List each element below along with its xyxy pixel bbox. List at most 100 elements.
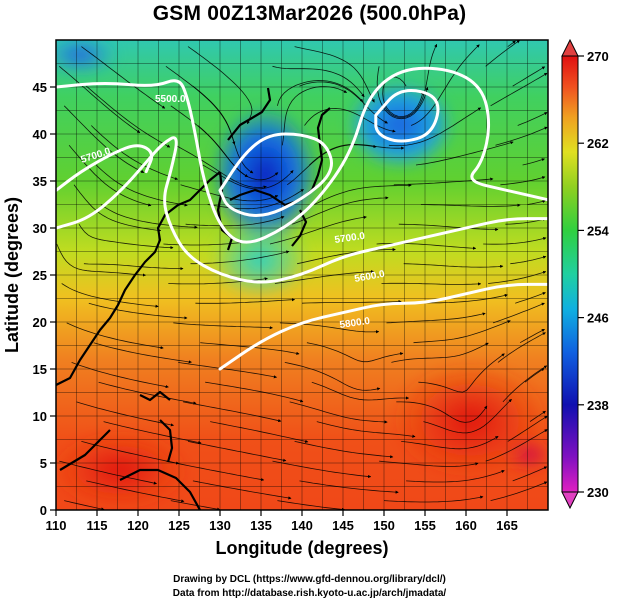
streamline	[190, 250, 290, 265]
colorbar-max-arrow	[561, 38, 579, 57]
x-axis: 110 115 120 125 130 135 140 145 150 155 160 165	[46, 510, 518, 533]
streamline	[406, 470, 505, 483]
contour-label: 5600.0	[354, 269, 386, 285]
streamline	[59, 460, 158, 485]
x-tick-label: 115	[87, 518, 108, 533]
streamline	[170, 105, 249, 178]
x-tick-label: 130	[209, 518, 231, 533]
streamline	[495, 126, 548, 146]
streamline	[98, 381, 197, 405]
y-tick-label: 0	[40, 503, 47, 518]
streamline	[289, 401, 388, 424]
streamline	[205, 381, 304, 403]
streamline	[178, 362, 278, 379]
streamline	[401, 436, 499, 450]
streamline	[483, 236, 547, 245]
y-tick-label: 40	[33, 127, 47, 142]
streamline	[185, 215, 285, 227]
streamline	[517, 112, 548, 126]
streamline	[187, 46, 253, 125]
colorbar-tick-label: 270	[587, 49, 609, 64]
streamline	[383, 495, 484, 503]
contour-line	[56, 144, 154, 192]
streamline	[165, 65, 236, 145]
contour-label: 5500.0	[155, 94, 186, 105]
streamline	[100, 204, 198, 229]
y-tick-label: 5	[40, 456, 47, 471]
streamline	[73, 184, 162, 232]
streamline	[91, 125, 179, 180]
streamline	[277, 500, 346, 510]
streamline	[299, 480, 399, 494]
x-tick-label: 155	[414, 518, 436, 533]
streamline	[187, 441, 287, 462]
streamline	[81, 46, 166, 109]
streamline	[398, 223, 499, 232]
height-contours	[56, 66, 548, 371]
streamline	[410, 44, 480, 126]
streamline	[170, 500, 221, 510]
streamline	[83, 263, 184, 271]
streamline	[59, 65, 141, 134]
y-tick-label: 30	[33, 221, 47, 236]
streamline	[524, 368, 545, 383]
streamline	[297, 247, 396, 265]
streamline	[272, 460, 372, 479]
streamline	[418, 353, 505, 393]
streamline	[490, 481, 548, 501]
contour-label: 5800.0	[339, 316, 371, 331]
streamline	[192, 480, 292, 500]
streamline	[500, 176, 546, 186]
streamline	[183, 401, 282, 423]
streamline	[393, 177, 494, 186]
streamline	[420, 203, 521, 207]
streamline	[485, 40, 520, 67]
x-tick-label: 120	[127, 518, 149, 533]
streamline	[527, 199, 546, 205]
streamline	[507, 415, 548, 442]
x-tick-label: 135	[250, 518, 272, 533]
streamline	[311, 381, 410, 401]
streamline	[68, 145, 152, 207]
colorbar-tick-label: 246	[587, 311, 609, 326]
streamline	[497, 332, 546, 363]
streamline	[301, 300, 402, 304]
y-axis-label: Latitude (degrees)	[2, 197, 22, 353]
streamline	[415, 141, 514, 166]
streamline	[274, 270, 375, 284]
streamline	[379, 460, 479, 467]
credit-drawing: Drawing by DCL (https://www.gfd-dennou.o…	[173, 574, 446, 585]
y-axis: 0 5 10 15 20 25 30 35 40 45	[33, 80, 56, 518]
streamline	[294, 441, 394, 459]
streamline	[63, 105, 145, 173]
streamline	[284, 362, 381, 391]
credit-data: Data from http://database.rish.kyoto-u.a…	[172, 588, 447, 599]
colorbar-tick-label: 238	[587, 398, 609, 413]
contour-line	[374, 89, 440, 143]
y-tick-label: 45	[33, 80, 47, 95]
streamline	[529, 410, 546, 422]
streamline	[381, 282, 482, 286]
streamline	[76, 401, 175, 427]
streamline	[195, 298, 296, 304]
streamline	[103, 421, 202, 445]
streamline	[71, 362, 169, 389]
streamline	[512, 466, 548, 482]
streamline	[292, 196, 389, 225]
x-tick-label: 160	[455, 518, 477, 533]
y-tick-label: 35	[33, 174, 47, 189]
streamline	[81, 441, 180, 465]
streamline	[515, 292, 546, 304]
contour-line	[218, 132, 333, 217]
streamline	[423, 398, 512, 434]
x-tick-label: 145	[332, 518, 354, 533]
streamline	[488, 270, 547, 284]
streamline	[210, 421, 309, 443]
streamline	[281, 86, 348, 146]
streamline	[294, 46, 375, 103]
colorbar-tick-label: 254	[587, 223, 609, 238]
streamline	[180, 184, 279, 202]
streamline	[56, 243, 147, 277]
streamline	[490, 72, 548, 107]
contour-line	[56, 66, 548, 244]
